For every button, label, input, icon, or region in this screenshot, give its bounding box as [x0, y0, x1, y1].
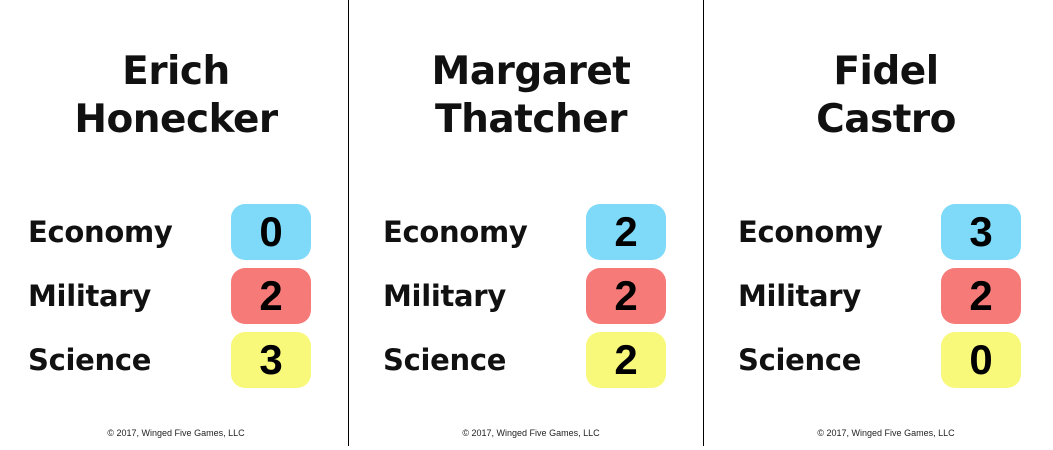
stat-value-military: 2	[586, 268, 666, 324]
stat-value-military: 2	[941, 268, 1021, 324]
leader-card[interactable]: Erich Honecker Economy 0 Military 2 Scie…	[0, 0, 352, 446]
leader-name: Fidel Castro	[710, 48, 1053, 144]
stat-label-economy: Economy	[28, 215, 173, 249]
copyright-notice: © 2017, Winged Five Games, LLC	[817, 428, 955, 438]
stat-value-science: 2	[586, 332, 666, 388]
stat-value-science: 0	[941, 332, 1021, 388]
stat-value-economy: 2	[586, 204, 666, 260]
copyright-notice: © 2017, Winged Five Games, LLC	[462, 428, 600, 438]
stat-row-science: Science 0	[710, 332, 1053, 388]
copyright-notice: © 2017, Winged Five Games, LLC	[107, 428, 245, 438]
leader-card[interactable]: Fidel Castro Economy 3 Military 2 Scienc…	[710, 0, 1053, 446]
stat-label-military: Military	[28, 279, 151, 313]
leader-name-line2: Thatcher	[435, 97, 627, 142]
stat-value-military: 2	[231, 268, 311, 324]
stat-row-economy: Economy 3	[710, 204, 1053, 260]
stat-row-economy: Economy 0	[0, 204, 352, 260]
stat-value-science: 3	[231, 332, 311, 388]
leader-name: Erich Honecker	[0, 48, 352, 144]
leader-name-line2: Honecker	[74, 97, 278, 142]
card-divider	[703, 0, 704, 446]
leader-name-line2: Castro	[816, 97, 956, 142]
stat-label-economy: Economy	[738, 215, 883, 249]
stat-label-military: Military	[738, 279, 861, 313]
stat-row-science: Science 3	[0, 332, 352, 388]
stat-label-economy: Economy	[383, 215, 528, 249]
stat-label-science: Science	[383, 343, 507, 377]
stat-label-science: Science	[28, 343, 152, 377]
stat-row-economy: Economy 2	[355, 204, 707, 260]
stat-value-economy: 3	[941, 204, 1021, 260]
stat-value-economy: 0	[231, 204, 311, 260]
stat-label-science: Science	[738, 343, 862, 377]
leader-name-line1: Margaret	[431, 49, 631, 94]
stat-row-military: Military 2	[0, 268, 352, 324]
leader-card[interactable]: Margaret Thatcher Economy 2 Military 2 S…	[355, 0, 707, 446]
stat-label-military: Military	[383, 279, 506, 313]
leader-name-line1: Fidel	[833, 49, 939, 94]
card-divider	[348, 0, 349, 446]
leader-name: Margaret Thatcher	[355, 48, 707, 144]
leader-name-line1: Erich	[122, 49, 230, 94]
stat-row-science: Science 2	[355, 332, 707, 388]
stat-row-military: Military 2	[355, 268, 707, 324]
stat-row-military: Military 2	[710, 268, 1053, 324]
